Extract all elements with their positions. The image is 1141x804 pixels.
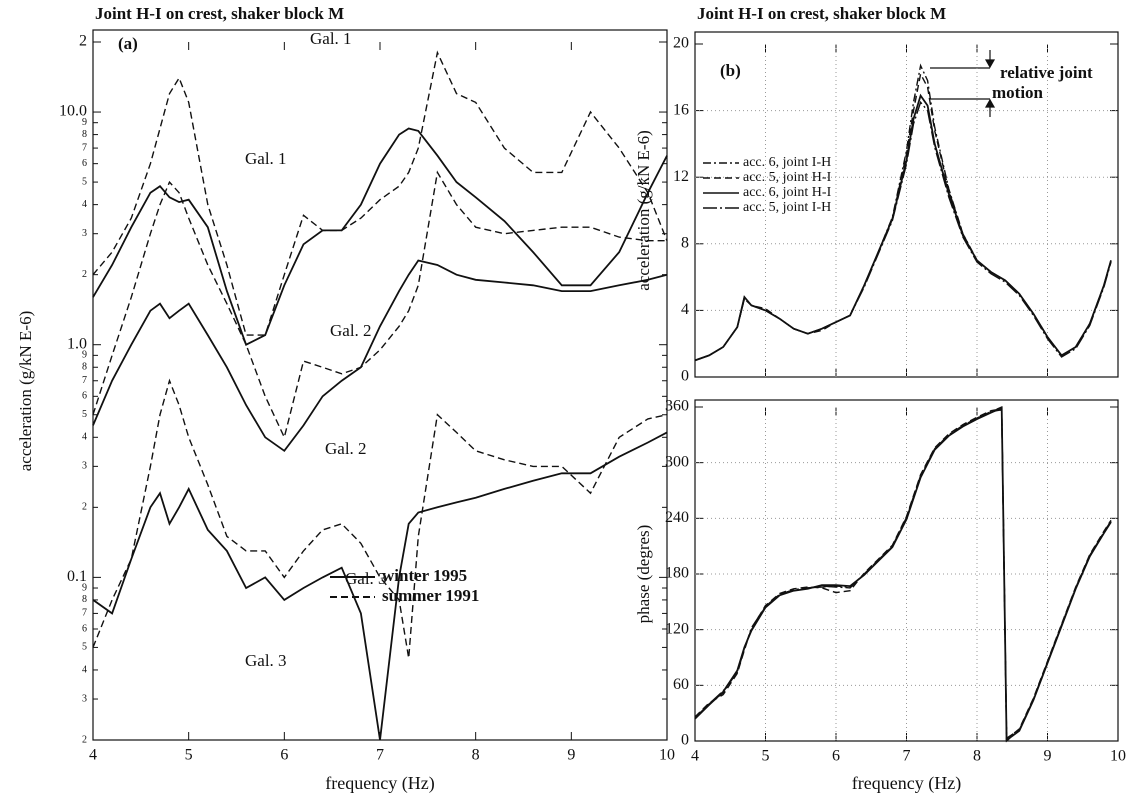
chart-title: Joint H-I on crest, shaker block M [95,4,344,23]
series-line [694,93,1112,362]
y-tick-label: 2 [82,269,87,280]
y-tick-label: 7 [82,375,87,386]
x-tick-label: 4 [691,748,699,765]
y-tick-label: 4 [82,199,87,210]
y-tick-label: 120 [665,620,689,637]
y-tick-label: 3 [82,693,87,704]
annotation: motion [992,83,1044,102]
y-tick-label: 7 [82,608,87,619]
series-line [92,50,668,336]
x-tick-label: 5 [185,747,193,764]
y-tick-label: 9 [82,582,87,593]
series-line [92,259,668,453]
y-tick-label: 360 [665,398,689,415]
y-tick-label: 2 [82,734,87,745]
y-axis-label: acceleration (g/kN E-6) [16,311,35,471]
legend-label: winter 1995 [382,566,467,585]
joint-motion-arrows [930,50,996,117]
y-tick-label: 4 [681,301,689,318]
annotation: (b) [720,61,741,80]
series-label: Gal. 2 [330,321,372,340]
legend-label: summer 1991 [382,586,479,605]
x-axis-label: frequency (Hz) [852,773,961,794]
y-tick-label: 5 [82,409,87,420]
y-tick-label: 2 [82,502,87,513]
y-tick-label: 1.0 [67,335,87,352]
x-axis-label: frequency (Hz) [325,773,434,794]
y-tick-label: 300 [665,453,689,470]
series-label: Gal. 1 [310,29,352,48]
y-tick-label: 3 [82,228,87,239]
arrow-head [984,59,996,108]
x-tick-label: 7 [376,747,384,764]
y-tick-label: 4 [82,664,87,675]
x-tick-label: 6 [280,747,288,764]
y-tick-label: 5 [82,642,87,653]
y-tick-label: 10.0 [59,103,87,120]
legend-label: acc. 5, joint H-I [743,170,832,185]
series-line [92,170,667,440]
x-tick-label: 10 [659,747,675,764]
series-label: Gal. 3 [345,569,387,588]
y-tick-label: 8 [82,594,87,605]
series-line [92,431,668,741]
y-tick-label: 8 [681,234,689,251]
frame-a [92,29,668,741]
y-tick-label: 6 [82,391,87,402]
y-tick-label: 0 [681,732,689,749]
x-tick-label: 4 [89,747,97,764]
y-tick-label: 16 [673,101,689,118]
legend-label: acc. 5, joint I-H [743,200,831,215]
y-tick-label: 2 [79,33,87,50]
y-tick-label: 12 [673,168,689,185]
y-tick-label: 8 [82,129,87,140]
x-tick-label: 7 [903,748,911,765]
annotation: (a) [118,34,138,53]
series-line [694,408,1112,740]
x-tick-label: 10 [1110,748,1126,765]
chart-title: Joint H-I on crest, shaker block M [697,4,946,23]
y-tick-label: 9 [82,117,87,128]
y-axis-label: phase (degres) [634,525,653,624]
series-label: Gal. 2 [325,439,367,458]
x-tick-label: 8 [472,747,480,764]
legend-label: acc. 6, joint H-I [743,185,832,200]
y-tick-label: 0.1 [67,568,87,585]
y-tick-label: 9 [82,350,87,361]
y-tick-label: 6 [82,158,87,169]
y-tick-label: 8 [82,362,87,373]
x-tick-label: 9 [1044,748,1052,765]
y-tick-label: 7 [82,142,87,153]
annotation: relative joint [1000,63,1093,82]
y-tick-label: 4 [82,432,87,443]
y-tick-label: 180 [665,565,689,582]
series-line [92,378,668,659]
y-axis-label: acceleration (g/kN E-6) [634,130,653,290]
x-tick-label: 5 [762,748,770,765]
y-tick-label: 3 [82,461,87,472]
x-tick-label: 6 [832,748,840,765]
series-label: Gal. 1 [245,149,287,168]
legend-label: acc. 6, joint I-H [743,155,831,170]
y-tick-label: 20 [673,35,689,52]
y-tick-label: 60 [673,676,689,693]
x-tick-label: 9 [567,747,575,764]
y-tick-label: 5 [82,176,87,187]
series-line [92,127,668,346]
x-tick-label: 8 [973,748,981,765]
y-tick-label: 6 [82,623,87,634]
y-tick-label: 240 [665,509,689,526]
y-tick-label: 0 [681,368,689,385]
series-line [694,71,1112,362]
series-line [694,100,1112,362]
series-line [694,406,1112,742]
series-label: Gal. 3 [245,651,287,670]
